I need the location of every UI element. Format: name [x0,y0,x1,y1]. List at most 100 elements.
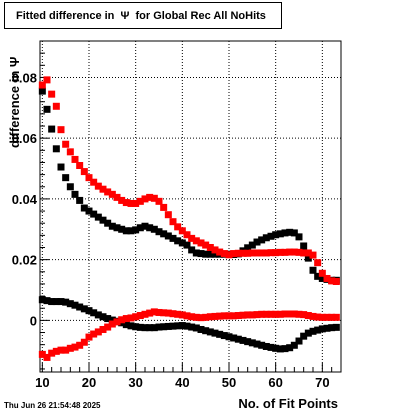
data-point [155,228,163,236]
data-point [104,315,112,323]
data-point [132,323,140,331]
data-point [309,251,317,259]
data-point [122,321,130,329]
data-point [211,312,219,320]
data-point [71,301,79,309]
data-point [48,125,56,133]
data-point [183,241,191,249]
data-point [118,225,126,233]
data-point [99,313,107,321]
data-point [178,311,186,319]
data-point [328,313,336,321]
data-point [230,312,238,320]
data-point [118,196,126,204]
data-point [300,332,308,340]
x-axis-label: No. of Fit Points [238,396,338,411]
data-point [220,250,228,258]
data-point [262,234,270,242]
data-point [85,207,93,215]
data-point [314,259,322,267]
data-point [244,249,252,257]
data-point [290,310,298,318]
data-point [71,155,79,163]
data-point [248,339,256,347]
data-point [90,309,98,317]
data-point [239,249,247,257]
y-tick-label: 0.04 [12,192,38,207]
data-point [178,227,186,235]
data-point [267,310,275,318]
data-point [113,224,121,232]
data-point [276,248,284,256]
data-point [43,105,51,113]
data-point [174,310,182,318]
data-point [66,148,74,156]
data-point [262,342,270,350]
data-point [174,322,182,330]
data-point [146,224,154,232]
data-point [192,237,200,245]
data-point [160,309,168,317]
data-point [160,203,168,211]
data-point [90,330,98,338]
data-point [99,325,107,333]
data-point [192,313,200,321]
data-point [248,241,256,249]
x-tick-label: 10 [35,375,49,390]
data-point [150,324,158,332]
data-point [99,216,107,224]
data-point [272,249,280,257]
data-point [267,343,275,351]
data-point [332,323,340,331]
data-point [332,313,340,321]
data-point [127,227,135,235]
data-point [90,210,98,218]
data-point [136,197,144,205]
data-point [66,300,74,308]
data-point [314,272,322,280]
data-point [300,311,308,319]
data-point [286,310,294,318]
data-point [155,197,163,205]
data-point [253,249,261,257]
data-point [38,87,46,95]
data-point [197,325,205,333]
data-point [108,316,116,324]
data-point [188,323,196,331]
data-point [113,193,121,201]
data-point [38,296,46,304]
data-point [132,226,140,234]
data-point [38,350,46,358]
data-point [48,349,56,357]
data-point [258,341,266,349]
data-point [136,224,144,232]
data-point [80,338,88,346]
data-point [295,248,303,256]
data-point [281,310,289,318]
data-point [48,298,56,306]
data-point [309,266,317,274]
data-point [272,231,280,239]
data-point [244,244,252,252]
y-tick-label: 0.08 [12,70,37,85]
data-point [136,323,144,331]
data-point [113,318,121,326]
axis-ticks [40,52,342,372]
x-tick-label: 60 [268,375,282,390]
data-point [258,249,266,257]
data-point [248,249,256,257]
data-point [318,269,326,277]
data-point [127,314,135,322]
data-point [146,193,154,201]
data-point [62,298,70,306]
data-point [239,336,247,344]
data-point [286,248,294,256]
data-point [276,310,284,318]
data-point [323,324,331,332]
data-point [141,222,149,230]
data-point [286,344,294,352]
data-point [276,345,284,353]
data-point [76,341,84,349]
data-point [244,311,252,319]
data-point [52,347,60,355]
